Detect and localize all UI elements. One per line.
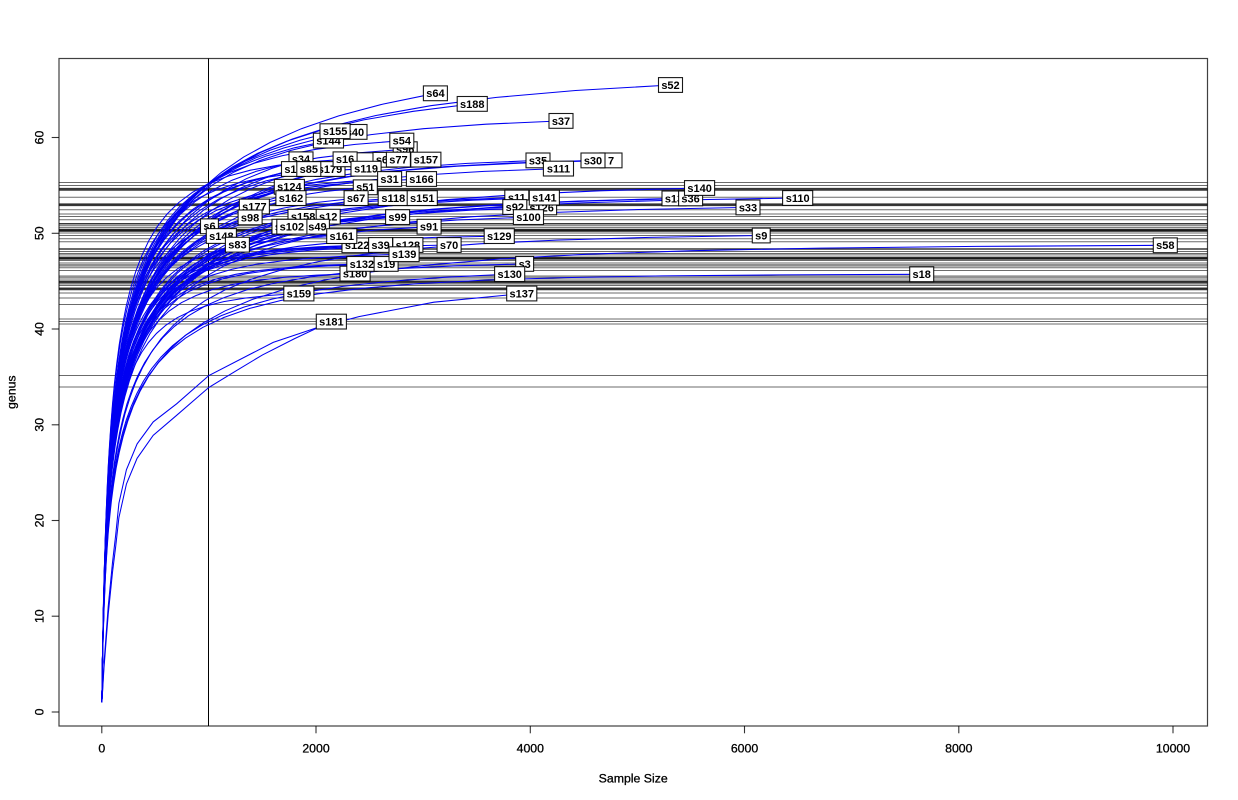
svg-text:s49: s49 bbox=[308, 222, 326, 234]
svg-text:s16: s16 bbox=[336, 154, 354, 166]
svg-text:s129: s129 bbox=[487, 231, 511, 243]
svg-text:40: 40 bbox=[33, 322, 47, 336]
svg-text:s98: s98 bbox=[241, 212, 259, 224]
svg-text:50: 50 bbox=[33, 226, 47, 240]
svg-text:s157: s157 bbox=[414, 155, 438, 167]
svg-text:s141: s141 bbox=[532, 193, 556, 205]
svg-text:s58: s58 bbox=[1156, 240, 1174, 252]
svg-text:s83: s83 bbox=[228, 240, 246, 252]
svg-text:s159: s159 bbox=[287, 288, 311, 300]
svg-text:s31: s31 bbox=[380, 174, 398, 186]
svg-text:2000: 2000 bbox=[302, 741, 330, 755]
svg-text:8000: 8000 bbox=[945, 741, 973, 755]
svg-text:s110: s110 bbox=[786, 193, 810, 205]
svg-text:10: 10 bbox=[33, 609, 47, 623]
svg-text:s99: s99 bbox=[388, 212, 406, 224]
svg-text:s39: s39 bbox=[371, 240, 389, 252]
svg-text:0: 0 bbox=[33, 708, 47, 715]
svg-text:genus: genus bbox=[5, 375, 19, 409]
svg-text:s151: s151 bbox=[410, 193, 434, 205]
svg-text:0: 0 bbox=[98, 741, 105, 755]
svg-text:20: 20 bbox=[33, 514, 47, 528]
svg-text:s118: s118 bbox=[381, 193, 405, 205]
svg-text:s33: s33 bbox=[739, 202, 757, 214]
svg-text:4000: 4000 bbox=[517, 741, 545, 755]
svg-text:s139: s139 bbox=[392, 249, 416, 261]
svg-text:s188: s188 bbox=[460, 99, 484, 111]
svg-text:s70: s70 bbox=[440, 240, 458, 252]
svg-text:s9: s9 bbox=[755, 230, 767, 242]
svg-text:s140: s140 bbox=[687, 183, 711, 195]
svg-text:s85: s85 bbox=[300, 164, 318, 176]
svg-text:s36: s36 bbox=[681, 193, 699, 205]
svg-text:s130: s130 bbox=[497, 269, 521, 281]
svg-text:s100: s100 bbox=[516, 212, 540, 224]
svg-text:60: 60 bbox=[33, 131, 47, 145]
svg-text:Sample Size: Sample Size bbox=[599, 772, 668, 786]
svg-text:30: 30 bbox=[33, 418, 47, 432]
svg-text:s155: s155 bbox=[323, 126, 347, 138]
svg-text:s77: s77 bbox=[389, 155, 407, 167]
svg-text:s91: s91 bbox=[420, 222, 438, 234]
svg-text:s119: s119 bbox=[354, 164, 378, 176]
svg-text:s162: s162 bbox=[279, 193, 303, 205]
svg-text:s67: s67 bbox=[347, 193, 365, 205]
svg-text:s64: s64 bbox=[426, 88, 445, 100]
svg-text:s137: s137 bbox=[510, 288, 534, 300]
svg-text:s37: s37 bbox=[552, 116, 570, 128]
svg-text:s54: s54 bbox=[393, 136, 412, 148]
svg-text:s102: s102 bbox=[280, 222, 304, 234]
svg-text:s35: s35 bbox=[529, 155, 547, 167]
svg-text:s52: s52 bbox=[661, 80, 679, 92]
svg-text:s132: s132 bbox=[350, 259, 374, 271]
svg-text:s161: s161 bbox=[330, 231, 354, 243]
svg-text:s181: s181 bbox=[319, 317, 343, 329]
svg-text:s30: s30 bbox=[584, 155, 602, 167]
svg-text:10000: 10000 bbox=[1156, 741, 1190, 755]
svg-text:s18: s18 bbox=[913, 269, 931, 281]
svg-text:s166: s166 bbox=[409, 174, 433, 186]
svg-text:6000: 6000 bbox=[731, 741, 759, 755]
svg-text:7: 7 bbox=[608, 155, 614, 167]
svg-text:s111: s111 bbox=[547, 164, 570, 176]
